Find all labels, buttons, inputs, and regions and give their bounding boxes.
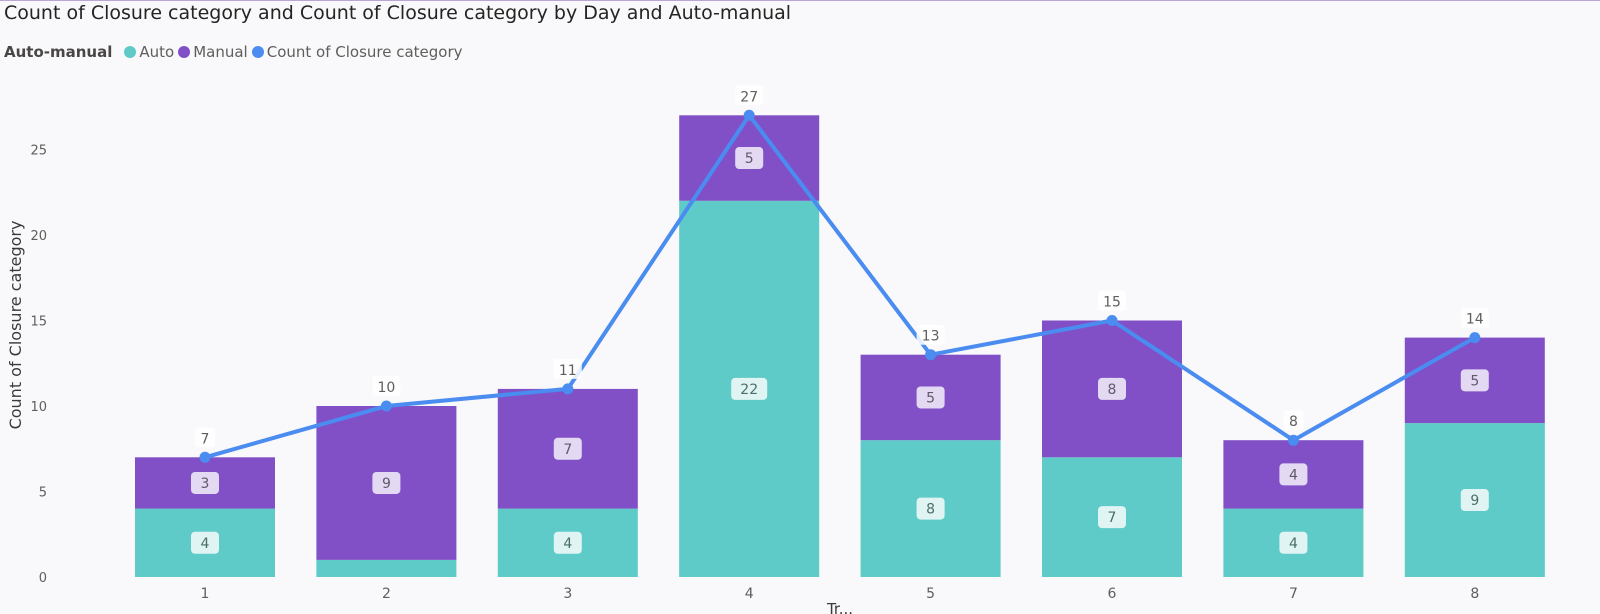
line-data-label: 7 — [201, 431, 210, 447]
y-tick-label: 15 — [30, 315, 47, 330]
count-point — [199, 451, 211, 463]
data-label-box — [1460, 489, 1489, 512]
x-tick-label: 1 — [201, 586, 210, 602]
data-label-box — [735, 147, 764, 170]
y-tick-label: 10 — [30, 400, 47, 415]
data-label-box — [372, 471, 401, 494]
data-label-box — [916, 497, 945, 520]
x-tick-label: 6 — [1108, 586, 1117, 602]
count-point — [380, 400, 392, 412]
data-label: 8 — [1108, 382, 1117, 398]
y-tick-label: 20 — [30, 229, 47, 244]
y-tick-label: 5 — [39, 486, 47, 501]
data-label: 4 — [563, 536, 572, 552]
x-tick-label: 3 — [563, 586, 572, 602]
data-label: 4 — [1289, 467, 1298, 483]
data-label: 9 — [382, 476, 391, 492]
line-label-box — [553, 358, 582, 379]
y-tick-label: 25 — [30, 144, 47, 159]
count-point — [925, 349, 937, 361]
data-label-box — [1460, 369, 1489, 392]
line-label-box — [372, 376, 401, 396]
legend-title: Auto-manual — [4, 43, 113, 61]
line-data-label: 14 — [1466, 312, 1484, 328]
x-tick-label: 4 — [745, 586, 754, 602]
line-data-label: 8 — [1289, 414, 1298, 430]
legend-item-auto[interactable]: Auto — [124, 43, 174, 61]
count-line — [204, 113, 1476, 460]
line-label-box — [1460, 307, 1489, 328]
data-label-box — [731, 377, 768, 400]
data-label: 7 — [563, 442, 572, 458]
line-label-box — [916, 324, 945, 345]
count-point — [1469, 332, 1481, 344]
data-label-box — [191, 471, 219, 494]
bar-auto — [316, 559, 457, 577]
legend-item-count[interactable]: Count of Closure category — [251, 43, 463, 61]
count-point — [1287, 434, 1299, 446]
data-label-box — [1279, 531, 1308, 554]
line-data-label: 27 — [740, 89, 758, 105]
legend-label-auto: Auto — [139, 43, 175, 61]
data-label: 4 — [201, 536, 210, 552]
data-label: 7 — [1108, 510, 1117, 526]
y-tick-label: 0 — [39, 571, 47, 586]
y-axis-title: Count of Closure category — [6, 221, 25, 430]
line-label-box — [1098, 290, 1126, 311]
data-label: 8 — [926, 502, 935, 518]
data-label-box — [916, 386, 945, 409]
chart-title: Count of Closure category and Count of C… — [4, 2, 792, 24]
x-tick-label: 5 — [926, 586, 935, 602]
count-point — [562, 383, 574, 395]
legend-marker-manual — [178, 46, 191, 58]
top-border — [0, 0, 1600, 1]
data-label-box — [191, 531, 219, 554]
line-label-box — [195, 427, 215, 448]
data-label: 5 — [1470, 373, 1479, 389]
x-tick-label: 2 — [382, 586, 391, 602]
line-data-label: 15 — [1103, 295, 1121, 311]
count-point — [743, 109, 755, 121]
legend-item-manual[interactable]: Manual — [178, 43, 248, 61]
line-label-box — [1283, 410, 1304, 431]
line-data-label: 10 — [377, 380, 395, 396]
data-label: 4 — [1289, 536, 1298, 552]
data-label: 5 — [745, 151, 754, 167]
count-point — [1106, 315, 1118, 326]
legend-label-manual: Manual — [193, 43, 248, 61]
x-tick-label: 8 — [1470, 586, 1479, 602]
data-label: 22 — [740, 382, 758, 398]
line-label-box — [735, 85, 764, 106]
data-label: 3 — [201, 476, 210, 492]
legend-marker-auto — [124, 46, 137, 58]
data-label-box — [1098, 506, 1126, 529]
x-tick-label: 7 — [1289, 586, 1298, 602]
data-label-box — [553, 531, 582, 554]
legend-label-count: Count of Closure category — [266, 43, 463, 61]
data-label-box — [553, 437, 582, 460]
legend-marker-count — [251, 46, 264, 58]
data-label: 5 — [926, 390, 935, 406]
data-label-box — [1279, 463, 1308, 486]
line-data-label: 11 — [559, 363, 577, 379]
x-axis-title: Tr... — [826, 600, 853, 614]
line-data-label: 13 — [922, 329, 940, 345]
data-label: 9 — [1470, 493, 1479, 509]
data-label-box — [1098, 377, 1126, 400]
legend[interactable]: Auto-manual Auto Manual Count of Closure… — [4, 42, 467, 62]
